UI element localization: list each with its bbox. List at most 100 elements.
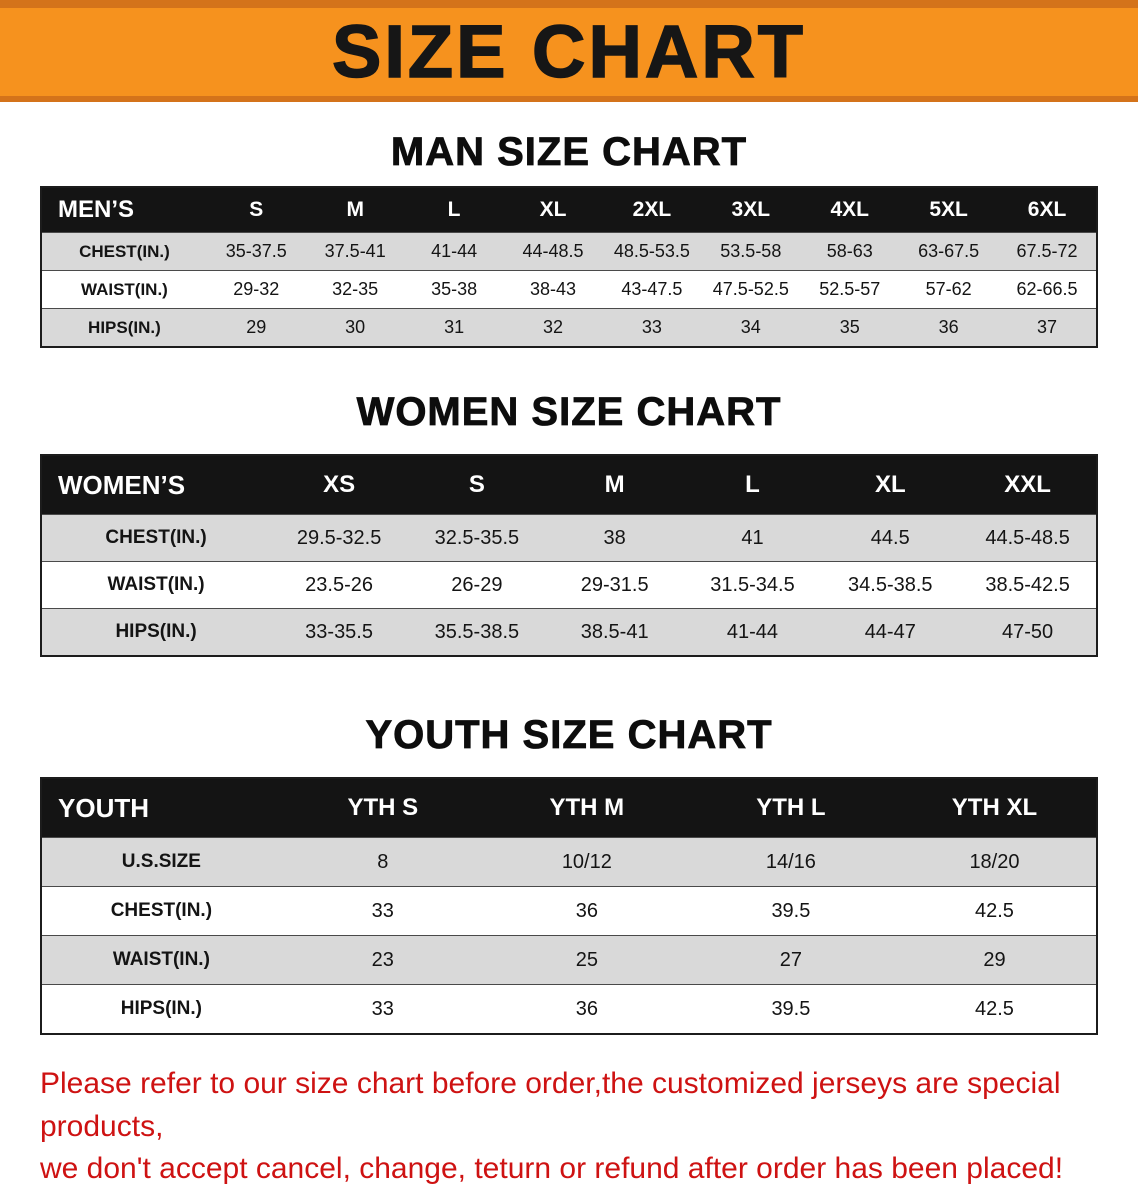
table-row: HIPS(IN.) 33 36 39.5 42.5 — [41, 984, 1097, 1034]
size-value: 53.5-58 — [701, 232, 801, 271]
size-value: 43-47.5 — [602, 270, 702, 309]
size-value: 32.5-35.5 — [407, 514, 546, 562]
size-column-header: S — [206, 187, 306, 233]
size-value: 58-63 — [800, 232, 900, 271]
size-value: 10/12 — [484, 837, 689, 887]
size-value: 39.5 — [688, 984, 893, 1034]
size-value: 44.5-48.5 — [959, 514, 1097, 562]
size-value: 29 — [892, 935, 1097, 985]
size-column-header: 3XL — [701, 187, 801, 233]
size-column-header: 5XL — [899, 187, 999, 233]
order-policy-line-2: we don't accept cancel, change, teturn o… — [40, 1152, 1064, 1186]
mens-size-table: MEN’S S M L XL 2XL 3XL 4XL 5XL 6XL CHEST(IN.) 35-37… — [40, 186, 1098, 348]
size-value: 42.5 — [892, 984, 1097, 1034]
size-value: 42.5 — [892, 886, 1097, 936]
size-column-header: XS — [270, 455, 408, 515]
size-value: 62-66.5 — [998, 270, 1097, 309]
size-value: 33-35.5 — [270, 608, 408, 656]
size-column-header: M — [545, 455, 684, 515]
size-value: 32-35 — [305, 270, 405, 309]
size-value: 32 — [503, 308, 603, 347]
table-header-label: MEN’S — [41, 187, 207, 233]
row-label: CHEST(IN.) — [41, 514, 271, 562]
size-value: 8 — [280, 837, 485, 887]
table-header-row: MEN’S S M L XL 2XL 3XL 4XL 5XL 6XL — [41, 187, 1097, 233]
size-value: 44.5 — [821, 514, 960, 562]
size-value: 35-37.5 — [206, 232, 306, 271]
row-label: HIPS(IN.) — [41, 308, 207, 347]
size-value: 34 — [701, 308, 801, 347]
size-value: 37.5-41 — [305, 232, 405, 271]
size-value: 33 — [602, 308, 702, 347]
size-value: 41-44 — [404, 232, 504, 271]
size-value: 52.5-57 — [800, 270, 900, 309]
table-row: WAIST(IN.) 23.5-26 26-29 29-31.5 31.5-34.5 34… — [41, 561, 1097, 609]
youth-size-table: YOUTH YTH S YTH M YTH L YTH XL U.S.SIZE 8 10/12… — [40, 777, 1098, 1035]
size-value: 37 — [998, 308, 1097, 347]
size-value: 25 — [484, 935, 689, 985]
size-value: 44-48.5 — [503, 232, 603, 271]
size-value: 33 — [280, 886, 485, 936]
row-label: HIPS(IN.) — [41, 984, 281, 1034]
size-value: 29.5-32.5 — [270, 514, 408, 562]
size-column-header: YTH M — [484, 778, 689, 838]
size-value: 31 — [404, 308, 504, 347]
size-value: 23 — [280, 935, 485, 985]
women-size-chart-heading: WOMEN SIZE CHART — [356, 390, 782, 435]
size-column-header: S — [407, 455, 546, 515]
table-header-row: YOUTH YTH S YTH M YTH L YTH XL — [41, 778, 1097, 838]
size-value: 29-31.5 — [545, 561, 684, 609]
table-header-label: WOMEN’S — [41, 455, 271, 515]
size-column-header: XL — [503, 187, 603, 233]
size-value: 36 — [484, 886, 689, 936]
size-column-header: L — [683, 455, 822, 515]
table-row: U.S.SIZE 8 10/12 14/16 18/20 — [41, 837, 1097, 887]
size-value: 67.5-72 — [998, 232, 1097, 271]
size-value: 18/20 — [892, 837, 1097, 887]
size-value: 48.5-53.5 — [602, 232, 702, 271]
size-value: 27 — [688, 935, 893, 985]
size-value: 36 — [484, 984, 689, 1034]
size-value: 44-47 — [821, 608, 960, 656]
size-value: 47-50 — [959, 608, 1097, 656]
size-value: 30 — [305, 308, 405, 347]
size-value: 35 — [800, 308, 900, 347]
size-value: 38.5-42.5 — [959, 561, 1097, 609]
size-column-header: YTH S — [280, 778, 485, 838]
size-column-header: XXL — [959, 455, 1097, 515]
size-value: 35.5-38.5 — [407, 608, 546, 656]
size-column-header: M — [305, 187, 405, 233]
table-header-row: WOMEN’S XS S M L XL XXL — [41, 455, 1097, 515]
row-label: CHEST(IN.) — [41, 886, 281, 936]
size-value: 34.5-38.5 — [821, 561, 960, 609]
table-row: WAIST(IN.) 29-32 32-35 35-38 38-43 43-47.5 47.… — [41, 270, 1097, 309]
page-title: SIZE CHART — [331, 10, 806, 93]
size-value: 29-32 — [206, 270, 306, 309]
row-label: WAIST(IN.) — [41, 270, 207, 309]
size-column-header: YTH XL — [892, 778, 1097, 838]
row-label: HIPS(IN.) — [41, 608, 271, 656]
size-value: 41 — [683, 514, 822, 562]
row-label: WAIST(IN.) — [41, 935, 281, 985]
size-column-header: XL — [821, 455, 960, 515]
size-chart-table: MEN’S S M L XL 2XL 3XL 4XL 5XL 6XL CHEST(IN.) 35-37… — [40, 186, 1098, 348]
table-header-label: YOUTH — [41, 778, 281, 838]
size-value: 38.5-41 — [545, 608, 684, 656]
size-value: 35-38 — [404, 270, 504, 309]
size-column-header: L — [404, 187, 504, 233]
size-value: 36 — [899, 308, 999, 347]
size-chart-table: YOUTH YTH S YTH M YTH L YTH XL U.S.SIZE 8 10/12… — [40, 777, 1098, 1035]
size-value: 38 — [545, 514, 684, 562]
size-value: 41-44 — [683, 608, 822, 656]
size-value: 33 — [280, 984, 485, 1034]
size-value: 47.5-52.5 — [701, 270, 801, 309]
table-row: CHEST(IN.) 35-37.5 37.5-41 41-44 44-48.5 48.5… — [41, 232, 1097, 271]
size-value: 26-29 — [407, 561, 546, 609]
size-column-header: 2XL — [602, 187, 702, 233]
table-row: HIPS(IN.) 29 30 31 32 33 34 35 36 37 — [41, 308, 1097, 347]
row-label: CHEST(IN.) — [41, 232, 207, 271]
size-chart-table: WOMEN’S XS S M L XL XXL CHEST(IN.) 29.5-32.5 32.5… — [40, 454, 1098, 657]
table-row: WAIST(IN.) 23 25 27 29 — [41, 935, 1097, 985]
man-size-chart-heading: MAN SIZE CHART — [390, 130, 748, 175]
table-row: CHEST(IN.) 29.5-32.5 32.5-35.5 38 41 44.5 44.5… — [41, 514, 1097, 562]
